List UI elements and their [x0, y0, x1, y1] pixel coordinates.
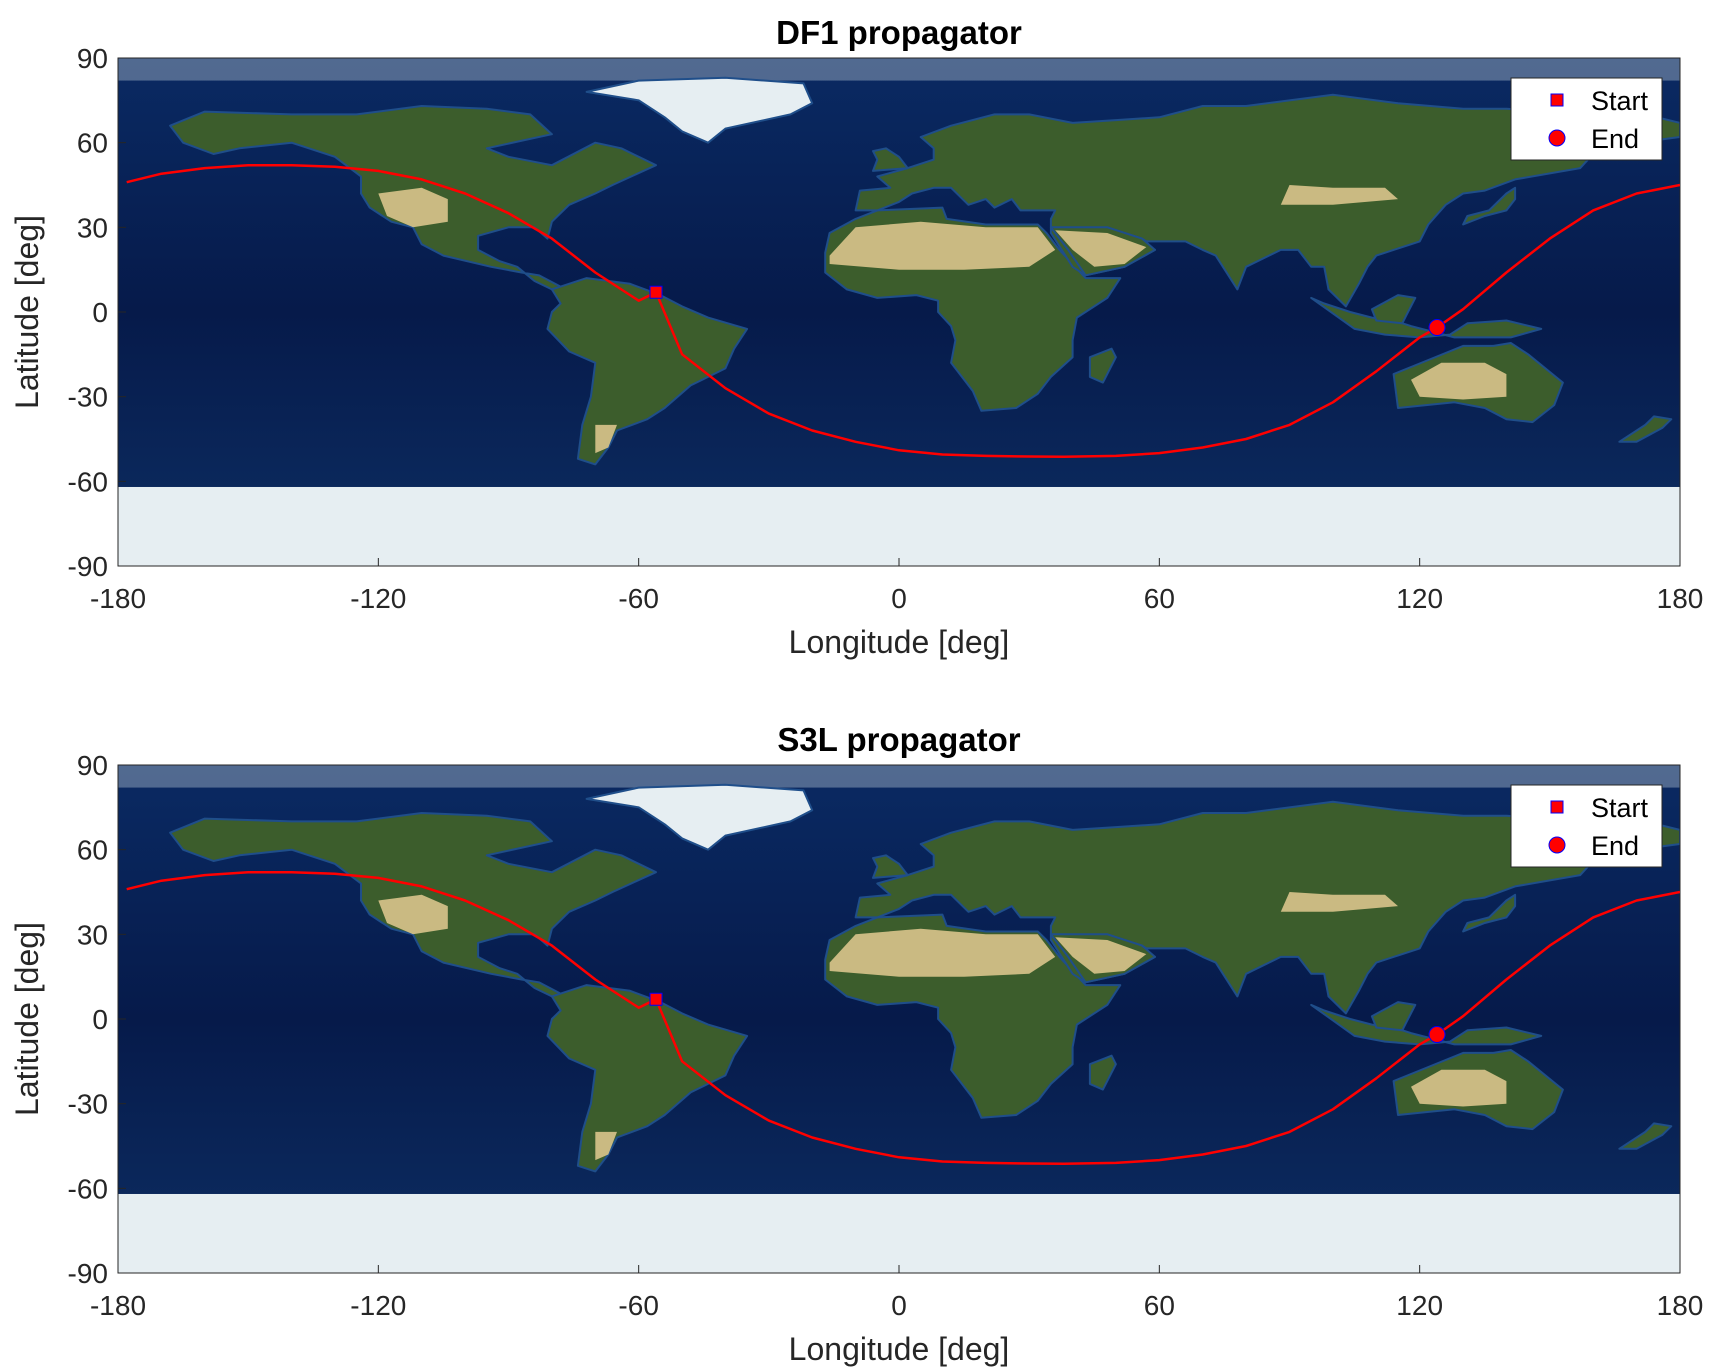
desert-usWest: [378, 894, 448, 935]
land-indonesia: [1310, 1003, 1543, 1046]
y-tick-label: -90: [68, 1258, 108, 1289]
x-tick-label: 180: [1657, 583, 1704, 614]
world-map-image: [118, 765, 1680, 1273]
y-tick-label: 90: [77, 750, 108, 781]
land-madagascar: [1088, 1054, 1117, 1091]
land-uk: [872, 147, 909, 172]
desert-patagonia: [595, 1131, 617, 1161]
x-tick-label: -120: [350, 583, 406, 614]
y-tick-label: 30: [77, 212, 108, 243]
legend-box: [1510, 77, 1663, 161]
y-axis-label: Latitude [deg]: [9, 215, 45, 409]
desert-patagonia: [595, 424, 617, 454]
y-tick-label: 0: [92, 297, 108, 328]
desert-australiaInner: [1411, 1069, 1507, 1107]
legend-end-label: End: [1591, 831, 1639, 861]
legend: Start End: [1510, 77, 1663, 161]
y-tick-label: -30: [68, 382, 108, 413]
x-tick-label: -60: [618, 583, 658, 614]
land-indonesia: [1310, 296, 1543, 339]
x-tick-label: 120: [1396, 1290, 1443, 1321]
land-greenland: [585, 76, 814, 144]
land-newzealand: [1618, 1122, 1673, 1150]
chart-title: S3L propagator: [777, 721, 1020, 758]
desert-arabia: [1055, 937, 1147, 974]
land-greenland: [585, 783, 814, 851]
desert-sahara: [829, 928, 1056, 977]
land-southAmerica: [546, 277, 749, 466]
legend-start-marker: [1550, 800, 1564, 814]
y-tick-label: 30: [77, 919, 108, 950]
legend-end-marker: [1548, 129, 1566, 147]
desert-usWest: [378, 187, 448, 228]
legend: Start End: [1510, 784, 1663, 868]
legend-start-label: Start: [1591, 86, 1649, 116]
world-map-image: [118, 58, 1680, 566]
x-tick-label: -180: [90, 583, 146, 614]
legend-end-marker: [1548, 836, 1566, 854]
desert-arabia: [1055, 230, 1147, 267]
x-tick-label: -120: [350, 1290, 406, 1321]
start-marker: [649, 992, 663, 1006]
y-tick-label: -30: [68, 1089, 108, 1120]
land-eurasia: [854, 93, 1680, 308]
chart-panel-df1: DF1 propagator -180 -120 -60 0 60 120 180 90 60 30…: [9, 14, 1704, 660]
x-tick-label: -180: [90, 1290, 146, 1321]
legend-start-label: Start: [1591, 793, 1649, 823]
land-madagascar: [1088, 347, 1117, 384]
land-newzealand: [1618, 415, 1673, 443]
y-tick-label: 60: [77, 128, 108, 159]
legend-start-marker: [1550, 93, 1564, 107]
antarctica: [118, 1193, 1680, 1273]
land-japan: [1462, 893, 1517, 933]
x-tick-label: 120: [1396, 583, 1443, 614]
y-tick-label: -60: [68, 1173, 108, 1204]
land-borneo: [1370, 294, 1417, 325]
x-tick-label: 60: [1144, 1290, 1175, 1321]
land-eurasia: [854, 800, 1680, 1015]
legend-box: [1510, 784, 1663, 868]
y-tick-label: -60: [68, 466, 108, 497]
arctic-ice: [118, 58, 1680, 81]
land-japan: [1462, 186, 1517, 226]
land-borneo: [1370, 1001, 1417, 1032]
x-tick-label: 0: [891, 583, 907, 614]
x-axis-label: Longitude [deg]: [789, 1331, 1010, 1367]
x-tick-label: 60: [1144, 583, 1175, 614]
start-marker: [649, 285, 663, 299]
arctic-ice: [118, 765, 1680, 788]
y-tick-label: 0: [92, 1004, 108, 1035]
y-tick-label: -90: [68, 551, 108, 582]
x-tick-label: 0: [891, 1290, 907, 1321]
y-tick-label: 60: [77, 835, 108, 866]
y-axis-label: Latitude [deg]: [9, 922, 45, 1116]
desert-gobi: [1280, 185, 1398, 205]
x-tick-label: 180: [1657, 1290, 1704, 1321]
desert-australiaInner: [1411, 362, 1507, 400]
x-tick-label: -60: [618, 1290, 658, 1321]
chart-panel-s3l: S3L propagator -180 -120 -60 0 60 120 180 90 60 30…: [0, 707, 1719, 1370]
end-marker: [1428, 319, 1446, 337]
desert-gobi: [1280, 892, 1398, 912]
chart-svg-s3l: S3L propagator -180 -120 -60 0 60 120 180 90 60 30…: [9, 721, 1704, 1367]
land-southAmerica: [546, 984, 749, 1173]
antarctica: [118, 486, 1680, 566]
end-marker: [1428, 1026, 1446, 1044]
land-uk: [872, 854, 909, 879]
desert-sahara: [829, 221, 1056, 270]
legend-end-label: End: [1591, 124, 1639, 154]
x-axis-label: Longitude [deg]: [789, 624, 1010, 660]
y-tick-label: 90: [77, 43, 108, 74]
chart-title: DF1 propagator: [776, 14, 1022, 51]
chart-svg-df1: DF1 propagator -180 -120 -60 0 60 120 180 90 60 30…: [9, 14, 1704, 660]
